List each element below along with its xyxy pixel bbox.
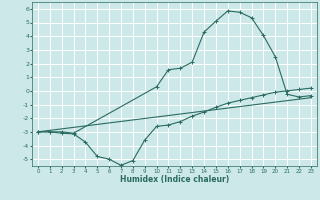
X-axis label: Humidex (Indice chaleur): Humidex (Indice chaleur) (120, 175, 229, 184)
